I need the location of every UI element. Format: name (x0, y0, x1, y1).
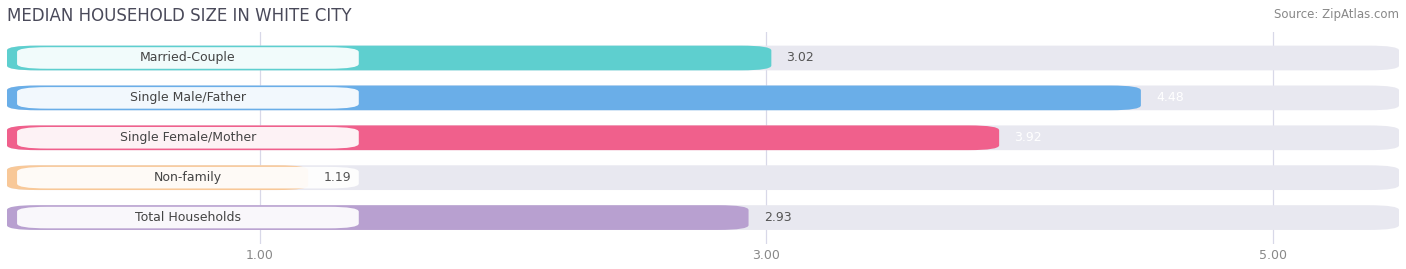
Text: Total Households: Total Households (135, 211, 240, 224)
FancyBboxPatch shape (7, 125, 1000, 150)
Text: Single Female/Mother: Single Female/Mother (120, 131, 256, 144)
Text: Source: ZipAtlas.com: Source: ZipAtlas.com (1274, 8, 1399, 21)
FancyBboxPatch shape (7, 86, 1399, 110)
Text: 2.93: 2.93 (763, 211, 792, 224)
Text: 3.02: 3.02 (786, 51, 814, 65)
FancyBboxPatch shape (7, 205, 1399, 230)
Text: 3.92: 3.92 (1014, 131, 1042, 144)
Text: 1.19: 1.19 (323, 171, 352, 184)
FancyBboxPatch shape (17, 167, 359, 189)
FancyBboxPatch shape (7, 86, 1140, 110)
FancyBboxPatch shape (7, 205, 748, 230)
Text: Single Male/Father: Single Male/Father (129, 91, 246, 104)
FancyBboxPatch shape (17, 87, 359, 109)
FancyBboxPatch shape (17, 47, 359, 69)
FancyBboxPatch shape (17, 127, 359, 148)
FancyBboxPatch shape (7, 165, 308, 190)
Text: MEDIAN HOUSEHOLD SIZE IN WHITE CITY: MEDIAN HOUSEHOLD SIZE IN WHITE CITY (7, 7, 351, 25)
FancyBboxPatch shape (7, 125, 1399, 150)
FancyBboxPatch shape (7, 46, 1399, 70)
FancyBboxPatch shape (7, 46, 772, 70)
Text: Married-Couple: Married-Couple (141, 51, 236, 65)
Text: 4.48: 4.48 (1156, 91, 1184, 104)
Text: Non-family: Non-family (153, 171, 222, 184)
FancyBboxPatch shape (17, 207, 359, 228)
FancyBboxPatch shape (7, 165, 1399, 190)
